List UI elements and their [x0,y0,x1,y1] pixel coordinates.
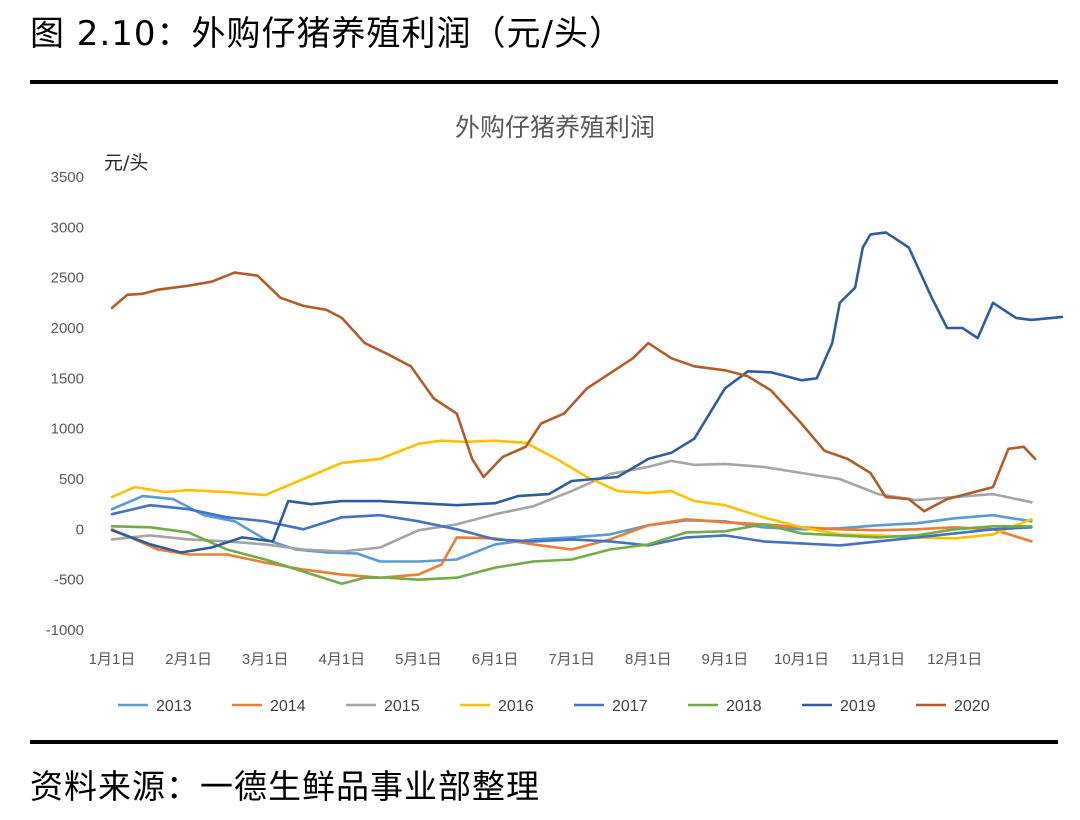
x-tick-label: 1月1日 [89,651,136,668]
series-line-2019 [110,231,1064,554]
x-axis-ticks: 1月1日 2月1日 3月1日 4月1日 5月1日 6月1日 7月1日 8月1日 9月1日 10月1… [89,651,983,668]
x-tick-label: 2月1日 [165,651,212,668]
series-line-2015 [110,459,1033,553]
bottom-rule [30,740,1058,744]
x-tick-label: 10月1日 [774,651,829,668]
x-tick-label: 6月1日 [472,651,519,668]
series-line-2013 [110,494,1033,563]
series-lines [110,231,1064,585]
y-tick-label: 0 [76,521,84,538]
y-axis-ticks: 3500 3000 2500 2000 1500 1000 500 0 -500 -1000 [46,169,84,639]
legend: 2013 2014 2015 2016 2017 2018 2019 2020 [118,698,990,715]
series-line-2018 [110,523,1033,585]
y-tick-label: 2500 [51,270,84,287]
legend-label-2015: 2015 [384,698,420,715]
legend-label-2016: 2016 [498,698,534,715]
top-rule [30,80,1058,84]
x-tick-label: 3月1日 [242,651,289,668]
y-tick-label: 1500 [51,370,84,387]
figure-title: 图 2.10：外购仔猪养殖利润（元/头） [30,14,624,54]
y-tick-label: 500 [59,471,84,488]
legend-label-2013: 2013 [156,698,192,715]
legend-label-2020: 2020 [954,698,990,715]
y-tick-label: 3500 [51,169,84,186]
chart-title: 外购仔猪养殖利润 [455,113,655,142]
y-tick-label: -1000 [46,622,84,639]
y-tick-label: -500 [54,572,84,589]
x-tick-label: 12月1日 [927,651,982,668]
x-tick-label: 8月1日 [625,651,672,668]
legend-label-2014: 2014 [270,698,306,715]
x-tick-label: 11月1日 [851,651,905,668]
x-tick-label: 5月1日 [395,651,442,668]
y-axis-unit-label: 元/头 [104,152,148,174]
legend-label-2018: 2018 [726,698,762,715]
x-tick-label: 7月1日 [548,651,595,668]
line-chart: 外购仔猪养殖利润 元/头 3500 3000 2500 2000 1500 1000 500… [46,113,1064,715]
source-note: 资料来源：一德生鲜品事业部整理 [30,767,540,806]
legend-label-2017: 2017 [612,698,648,715]
x-tick-label: 4月1日 [318,651,365,668]
y-tick-label: 3000 [51,219,84,236]
series-line-2014 [110,518,1033,579]
x-tick-label: 9月1日 [702,651,749,668]
legend-label-2019: 2019 [840,698,876,715]
y-tick-label: 1000 [51,421,84,438]
y-tick-label: 2000 [51,320,84,337]
series-line-2016 [110,439,1033,540]
series-line-2020 [110,271,1037,513]
series-line-2017 [110,503,1033,547]
